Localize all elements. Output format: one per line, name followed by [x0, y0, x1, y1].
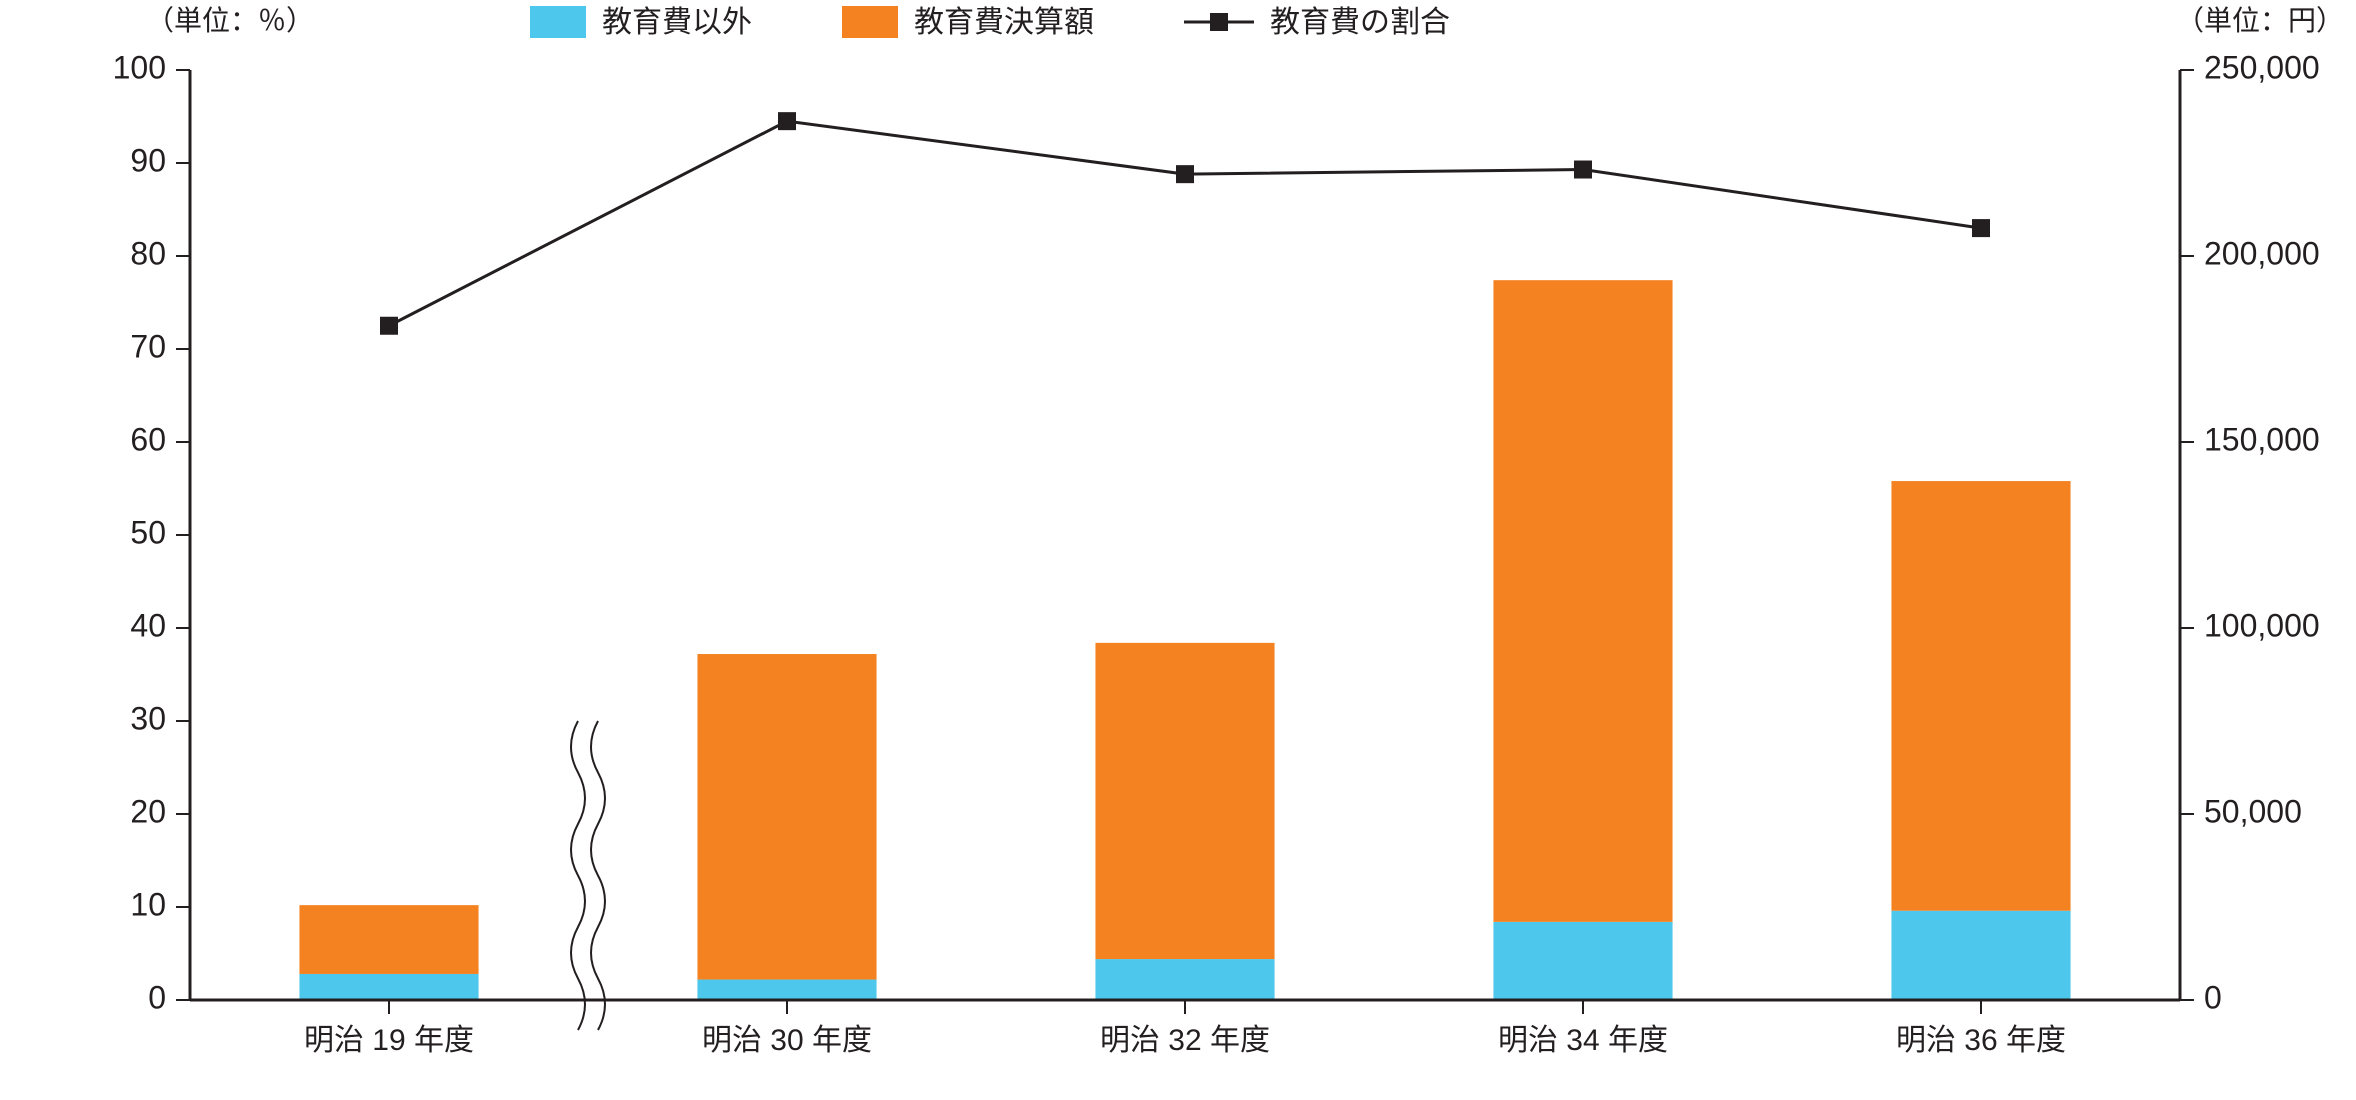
legend-label: 教育費以外: [602, 6, 752, 39]
legend-marker-icon: [1210, 13, 1228, 31]
y-left-tick-label: 80: [130, 235, 166, 271]
legend-label: 教育費の割合: [1270, 6, 1450, 39]
legend-swatch: [530, 6, 586, 38]
line-marker-icon: [778, 112, 796, 130]
bar-segment: [1095, 959, 1274, 1000]
legend-label: 教育費決算額: [914, 6, 1094, 39]
line-marker-icon: [1574, 161, 1592, 179]
line-series: [389, 121, 1981, 326]
y-left-tick-label: 100: [113, 49, 166, 85]
y-right-tick-label: 200,000: [2204, 235, 2320, 271]
legend-swatch: [842, 6, 898, 38]
x-category-label: 明治 30 年度: [702, 1024, 872, 1057]
x-category-label: 明治 19 年度: [304, 1024, 474, 1057]
y-right-tick-label: 150,000: [2204, 421, 2320, 457]
y-left-tick-label: 10: [130, 886, 166, 922]
x-category-label: 明治 34 年度: [1498, 1024, 1668, 1057]
y-left-tick-label: 30: [130, 700, 166, 736]
bar-segment: [697, 980, 876, 1000]
y-right-tick-label: 100,000: [2204, 607, 2320, 643]
bar-segment: [1891, 911, 2070, 1000]
bar-segment: [1493, 922, 1672, 1000]
line-marker-icon: [380, 317, 398, 335]
bar-segment: [1891, 481, 2070, 911]
bar-segment: [299, 905, 478, 974]
axis-break-icon: [571, 721, 585, 1030]
y-left-tick-label: 90: [130, 142, 166, 178]
y-left-tick-label: 0: [148, 979, 166, 1015]
y-left-tick-label: 70: [130, 328, 166, 364]
y-left-tick-label: 20: [130, 793, 166, 829]
left-unit-label: （単位：％）: [146, 5, 314, 36]
axis-break-icon: [591, 721, 605, 1030]
y-left-tick-label: 60: [130, 421, 166, 457]
x-category-label: 明治 32 年度: [1100, 1024, 1270, 1057]
line-marker-icon: [1176, 165, 1194, 183]
y-right-tick-label: 250,000: [2204, 49, 2320, 85]
bar-segment: [697, 654, 876, 980]
chart-container: （単位：％） （単位：円） 教育費以外 教育費決算額 教育費の割合 0 10 20 30 40 50…: [0, 0, 2356, 1100]
chart-svg: （単位：％） （単位：円） 教育費以外 教育費決算額 教育費の割合 0 10 20 30 40 50…: [0, 0, 2356, 1100]
y-right-tick-label: 0: [2204, 979, 2222, 1015]
right-unit-label: （単位：円）: [2176, 5, 2344, 36]
bar-segment: [1493, 280, 1672, 922]
bar-segment: [299, 974, 478, 1000]
legend: 教育費以外 教育費決算額 教育費の割合: [530, 6, 1450, 39]
x-category-label: 明治 36 年度: [1896, 1024, 2066, 1057]
y-left-tick-label: 50: [130, 514, 166, 550]
line-marker-icon: [1972, 219, 1990, 237]
y-left-tick-label: 40: [130, 607, 166, 643]
bar-segment: [1095, 643, 1274, 959]
y-right-tick-label: 50,000: [2204, 793, 2302, 829]
